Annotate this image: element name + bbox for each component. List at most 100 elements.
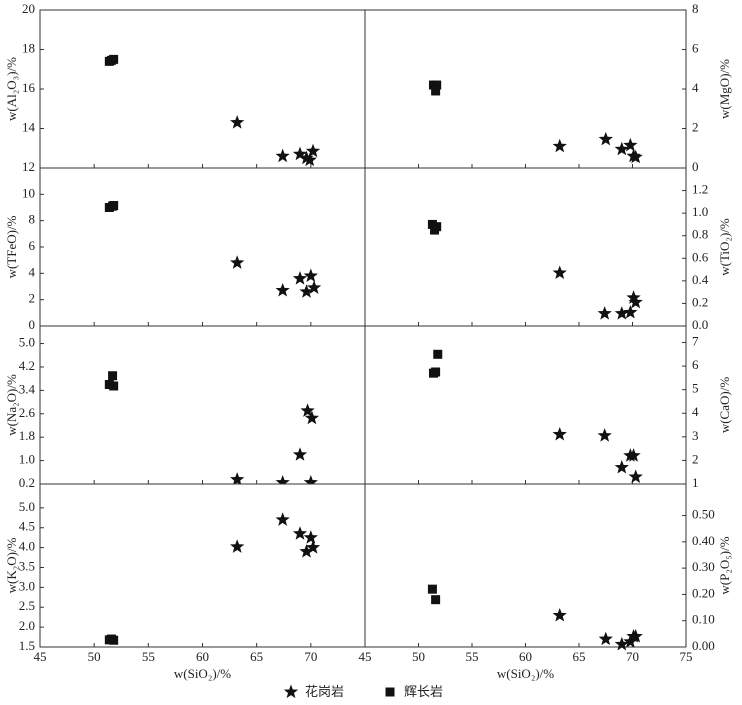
y-tick-label: 3.4 (19, 381, 36, 396)
x-axis-label: w(SiO₂)/% (497, 666, 554, 681)
data-point (299, 544, 314, 558)
x-tick-label: 75 (680, 649, 693, 664)
data-point (623, 137, 638, 152)
data-point (552, 426, 567, 441)
data-point (275, 148, 290, 163)
data-point (552, 607, 567, 622)
y-tick-label: 0.50 (692, 507, 715, 522)
data-point (230, 472, 245, 486)
data-point (108, 371, 118, 381)
x-tick-label: 50 (412, 649, 425, 664)
y-tick-label: 0.30 (692, 559, 715, 574)
y-tick-label: 0.40 (692, 533, 715, 548)
y-tick-label: 0.6 (692, 249, 709, 264)
y-tick-label: 2 (692, 451, 699, 466)
y-tick-label: 0.10 (692, 612, 715, 627)
data-point (275, 475, 290, 489)
y-tick-label: 4.5 (19, 519, 35, 534)
data-point (292, 146, 308, 161)
data-point (427, 584, 437, 594)
y-tick-label: 5.0 (19, 499, 35, 514)
y-tick-label: 8 (29, 212, 36, 227)
y-tick-label: 0.20 (692, 585, 715, 600)
y-tick-label: 5.0 (19, 335, 35, 350)
data-point (292, 526, 308, 540)
data-point (109, 635, 119, 645)
y-axis-label: w(MgO)/% (717, 59, 732, 119)
panel-frame (364, 325, 687, 485)
x-tick-label: 60 (519, 649, 532, 664)
data-point (230, 255, 245, 269)
x-tick-label: 45 (359, 649, 372, 664)
y-tick-label: 12 (22, 159, 35, 174)
data-point (292, 447, 308, 461)
panel-frame (39, 325, 366, 485)
data-point (303, 268, 318, 283)
y-axis-label: w(CaO)/% (717, 377, 732, 433)
panel-frame (364, 9, 687, 169)
data-point (628, 469, 643, 483)
data-point (299, 284, 314, 298)
legend-marker (283, 684, 299, 699)
data-point (628, 294, 643, 309)
panel-frame (39, 167, 366, 327)
x-tick-label: 70 (304, 649, 317, 664)
y-tick-label: 7 (692, 333, 699, 348)
x-tick-label: 65 (250, 649, 263, 664)
y-tick-label: 0 (29, 317, 36, 332)
y-tick-label: 2.0 (19, 618, 35, 633)
data-point (614, 636, 629, 651)
data-point (597, 428, 612, 442)
y-tick-label: 6 (692, 40, 699, 55)
data-point (306, 280, 322, 294)
y-tick-label: 8 (692, 1, 699, 16)
y-tick-label: 2 (692, 119, 699, 134)
x-tick-label: 55 (466, 649, 479, 664)
y-tick-label: 6 (29, 238, 36, 253)
data-point (626, 290, 641, 304)
data-point (597, 306, 612, 320)
y-tick-label: 1.2 (692, 182, 708, 197)
data-point (598, 131, 613, 146)
y-tick-label: 5 (692, 381, 699, 396)
x-tick-label: 60 (196, 649, 209, 664)
y-tick-label: 3.5 (19, 558, 35, 573)
data-point (614, 306, 629, 320)
y-axis-label: w(K₂O)/% (4, 537, 19, 593)
data-point (109, 201, 119, 211)
data-point (598, 631, 613, 646)
data-point (230, 115, 245, 129)
y-axis-label: w(P₂O₅)/% (717, 536, 732, 594)
data-point (433, 349, 443, 359)
y-tick-label: 0.8 (692, 227, 708, 242)
data-point (109, 54, 119, 64)
data-point (305, 143, 321, 158)
y-tick-label: 0.2 (692, 294, 708, 309)
data-point (303, 475, 318, 489)
data-point (552, 265, 567, 280)
x-tick-label: 65 (573, 649, 586, 664)
y-axis-label: w(Na₂O)/% (4, 374, 19, 436)
x-tick-label: 55 (142, 649, 155, 664)
panel-frame (39, 483, 366, 648)
y-tick-label: 0 (692, 159, 699, 174)
y-tick-label: 16 (22, 80, 36, 95)
y-tick-label: 3 (692, 428, 699, 443)
y-tick-label: 14 (22, 119, 36, 134)
x-axis-label: w(SiO₂)/% (174, 666, 231, 681)
data-point (304, 410, 320, 425)
data-point (623, 304, 638, 319)
data-point (432, 80, 442, 90)
y-tick-label: 1 (692, 475, 699, 490)
y-tick-label: 18 (22, 40, 35, 55)
data-point (303, 530, 318, 544)
data-point (305, 540, 321, 554)
data-point (275, 512, 290, 526)
y-tick-label: 4 (29, 264, 36, 279)
y-tick-label: 6 (692, 357, 699, 372)
y-axis-label: w(TFeO)/% (4, 215, 19, 278)
y-tick-label: 2 (29, 291, 36, 306)
y-tick-label: 2.6 (19, 405, 36, 420)
data-point (628, 628, 643, 643)
